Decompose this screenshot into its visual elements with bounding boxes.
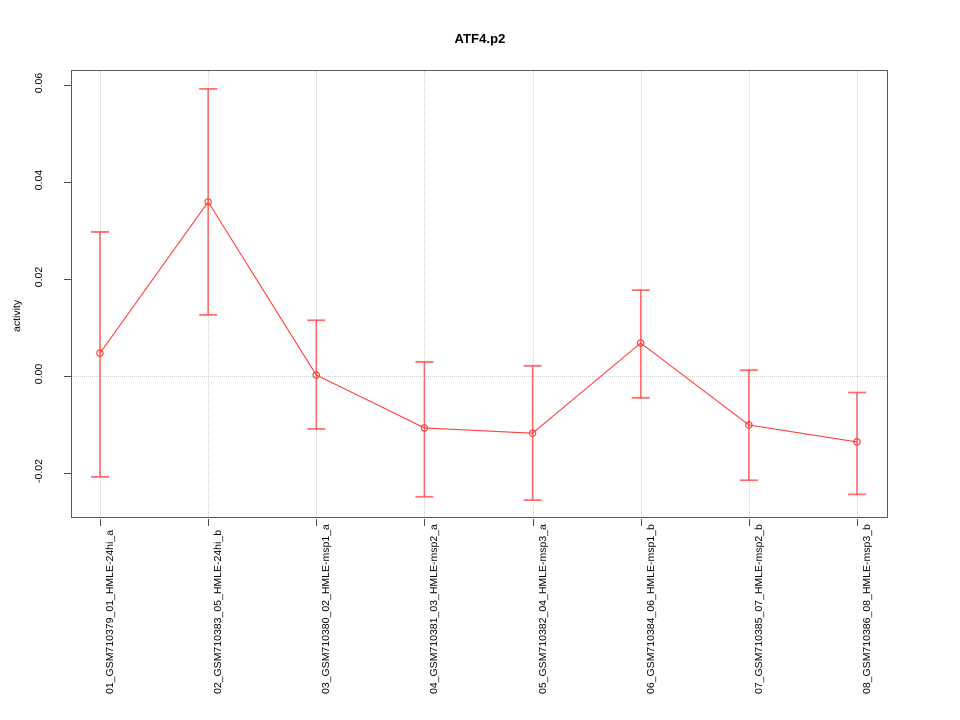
- vertical-gridline: [857, 71, 859, 517]
- data-point-marker: [204, 198, 212, 206]
- chart-title: ATF4.p2: [454, 31, 506, 46]
- x-tick-mark: [748, 519, 750, 526]
- vertical-gridline: [424, 71, 426, 517]
- data-point-marker: [312, 371, 321, 379]
- y-tick-mark: [64, 279, 71, 280]
- x-tick-mark: [100, 519, 101, 526]
- x-tick-mark: [424, 519, 426, 526]
- x-tick-mark: [640, 519, 642, 526]
- y-tick-mark: [64, 473, 71, 474]
- data-point-marker: [853, 438, 861, 446]
- plot-area-frame: [71, 70, 888, 518]
- x-tick-mark: [857, 519, 858, 526]
- y-tick-mark: [64, 376, 71, 377]
- y-tick-mark: [64, 182, 71, 183]
- series-line: [99, 200, 858, 443]
- data-point-marker: [745, 421, 753, 429]
- data-point-marker: [636, 339, 645, 347]
- data-point-marker: [96, 349, 104, 358]
- data-point-marker: [420, 424, 429, 432]
- vertical-gridline: [316, 71, 318, 517]
- y-tick-mark: [64, 85, 71, 86]
- x-tick-mark: [316, 519, 318, 526]
- zero-gridline: [72, 376, 887, 377]
- vertical-gridline: [532, 71, 535, 517]
- data-point-marker: [528, 429, 537, 438]
- x-tick-mark: [208, 519, 210, 526]
- vertical-gridline: [748, 71, 751, 517]
- x-tick-mark: [532, 519, 534, 526]
